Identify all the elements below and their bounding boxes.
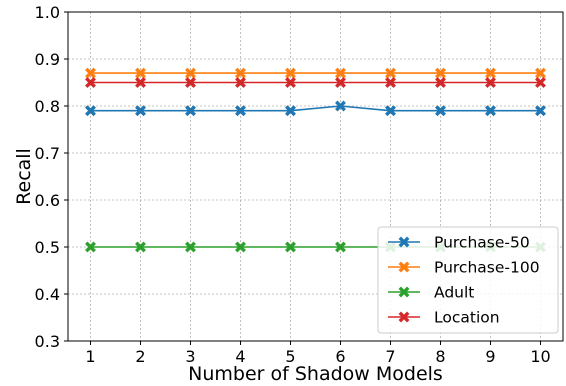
legend-label: Purchase-50 xyxy=(434,234,530,252)
legend-label: Location xyxy=(434,309,500,327)
data-point xyxy=(234,67,247,79)
data-point xyxy=(434,76,447,89)
x-tick-label: 1 xyxy=(85,347,95,366)
series-purchase-100 xyxy=(84,67,547,79)
y-tick-label: 0.5 xyxy=(35,238,60,257)
y-tick-label: 0.8 xyxy=(35,97,60,116)
data-point xyxy=(184,241,197,253)
series-layer xyxy=(84,67,547,253)
x-tick-label: 3 xyxy=(185,347,195,366)
series-location xyxy=(84,76,547,89)
y-tick-label: 0.4 xyxy=(35,285,60,304)
data-point xyxy=(134,105,147,117)
legend-item: Purchase-50 xyxy=(388,234,530,252)
data-point xyxy=(84,105,97,117)
data-point xyxy=(184,105,197,117)
x-tick-label: 10 xyxy=(530,347,550,366)
data-point xyxy=(184,76,197,89)
data-point xyxy=(84,241,97,253)
x-tick-label: 9 xyxy=(485,347,495,366)
x-tick-label: 2 xyxy=(135,347,145,366)
data-point xyxy=(184,67,197,79)
data-point xyxy=(534,105,547,117)
legend-item: Adult xyxy=(388,284,474,302)
y-tick-label: 0.6 xyxy=(35,191,60,210)
legend-box xyxy=(377,226,559,334)
data-point xyxy=(334,76,347,89)
y-tick-label: 1.0 xyxy=(35,3,60,22)
x-tick-label: 6 xyxy=(335,347,345,366)
data-point xyxy=(234,105,247,117)
series-purchase-50 xyxy=(84,100,547,117)
data-point xyxy=(484,76,497,89)
data-point xyxy=(334,241,347,253)
x-tick-label: 7 xyxy=(385,347,395,366)
data-point xyxy=(384,76,397,89)
ticks: 0.3 0.4 0.5 0.6 0.7 0.8 0.9 1.0 1 2 3 4 5 6 7 8 9 10 xyxy=(35,3,551,366)
legend-label: Purchase-100 xyxy=(434,259,540,277)
plot-frame xyxy=(67,11,564,342)
data-point xyxy=(234,76,247,89)
data-point xyxy=(134,67,147,79)
x-tick-label: 5 xyxy=(285,347,295,366)
data-point xyxy=(334,100,347,112)
x-axis-label: Number of Shadow Models xyxy=(188,363,443,385)
x-tick-label: 4 xyxy=(235,347,245,366)
legend-marker xyxy=(398,311,410,323)
y-tick-label: 0.9 xyxy=(35,50,60,69)
legend-item: Location xyxy=(388,309,500,327)
y-axis-label: Recall xyxy=(13,148,35,205)
data-point xyxy=(134,76,147,89)
data-point xyxy=(284,105,297,117)
data-point xyxy=(484,67,497,79)
x-tick-label: 8 xyxy=(435,347,445,366)
data-point xyxy=(84,76,97,89)
y-tick-label: 0.7 xyxy=(35,144,60,163)
data-point xyxy=(534,76,547,89)
data-point xyxy=(434,67,447,79)
data-point xyxy=(284,67,297,79)
data-point xyxy=(284,241,297,253)
data-point xyxy=(534,67,547,79)
legend-marker xyxy=(398,261,410,273)
data-point xyxy=(284,76,297,89)
data-point xyxy=(134,241,147,253)
legend-label: Adult xyxy=(434,284,474,302)
legend: Purchase-50 Purchase-100 Adult Location xyxy=(377,226,559,334)
series-line xyxy=(90,105,541,112)
data-point xyxy=(434,105,447,117)
legend-marker xyxy=(398,286,410,298)
data-point xyxy=(384,67,397,79)
legend-marker xyxy=(398,236,410,248)
data-point xyxy=(234,241,247,253)
y-tick-label: 0.3 xyxy=(35,332,60,351)
legend-item: Purchase-100 xyxy=(388,259,540,277)
data-point xyxy=(384,105,397,117)
data-point xyxy=(84,67,97,79)
data-point xyxy=(484,105,497,117)
data-point xyxy=(334,67,347,79)
